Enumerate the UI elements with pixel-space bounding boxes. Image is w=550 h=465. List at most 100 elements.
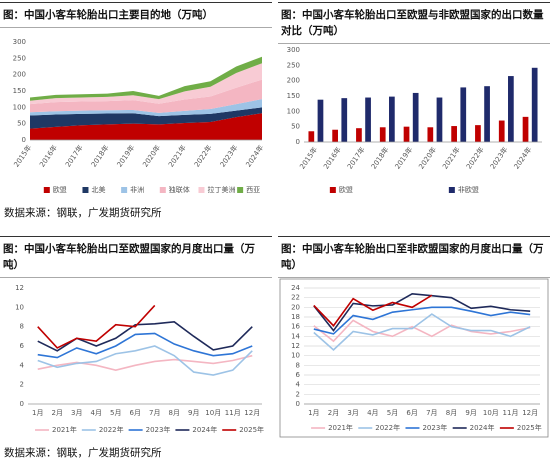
legend-label: 2023年 xyxy=(146,425,171,434)
bar xyxy=(317,99,324,142)
area xyxy=(30,107,262,129)
legend-swatch xyxy=(448,187,455,193)
bar xyxy=(427,127,434,142)
y-tick-label: 20 xyxy=(291,303,300,311)
y-tick-label: 250 xyxy=(287,61,300,69)
x-tick-label: 4月 xyxy=(367,409,378,417)
y-tick-label: 22 xyxy=(291,294,300,302)
y-tick-label: 250 xyxy=(13,54,26,62)
legend-label: 非洲 xyxy=(130,185,144,194)
x-tick-label: 9月 xyxy=(465,409,476,417)
line xyxy=(313,306,531,335)
x-tick-label: 2024年 xyxy=(244,143,266,169)
legend-label: 欧盟 xyxy=(53,185,67,194)
legend-label: 2025年 xyxy=(517,423,542,432)
legend-swatch xyxy=(43,187,50,193)
bar xyxy=(341,98,348,142)
bar xyxy=(412,92,419,142)
x-tick-label: 2017年 xyxy=(63,143,85,169)
legend-swatch xyxy=(159,187,166,193)
y-tick-label: 2 xyxy=(20,381,24,389)
x-tick-label: 2015年 xyxy=(12,143,34,169)
legend-label: 2025年 xyxy=(239,425,264,434)
bar xyxy=(365,97,371,142)
chart: 0 2 4 6 8 10 12 1月 2月 3月 4月 5月 6月 7月 8月 9月 10月 11月 12月 2021… xyxy=(15,284,264,434)
line xyxy=(313,292,531,332)
line xyxy=(313,319,531,343)
x-tick-label: 11月 xyxy=(503,409,519,417)
x-tick-label: 4月 xyxy=(91,409,102,417)
legend-label: 2024年 xyxy=(192,425,217,434)
x-tick-label: 7月 xyxy=(426,409,437,417)
y-tick-label: 4 xyxy=(296,381,301,389)
legend-swatch xyxy=(329,187,336,193)
line xyxy=(37,345,253,376)
y-tick-label: 12 xyxy=(15,284,24,292)
y-tick-label: 0 xyxy=(296,138,300,146)
y-tick-label: 200 xyxy=(287,77,300,85)
x-tick-label: 2021年 xyxy=(440,145,462,171)
area xyxy=(30,63,262,105)
bar xyxy=(332,129,338,142)
x-tick-label: 2月 xyxy=(52,409,63,417)
bar xyxy=(484,86,490,142)
line xyxy=(313,294,433,327)
area xyxy=(30,56,262,101)
legend-label: 2021年 xyxy=(52,425,77,434)
bar xyxy=(522,116,529,142)
source-note: 数据来源：钢联，广发期货研究所 xyxy=(4,447,162,459)
y-tick-label: 8 xyxy=(20,323,24,331)
line xyxy=(37,321,253,352)
line xyxy=(37,304,156,349)
line xyxy=(37,354,253,371)
bar xyxy=(356,128,362,142)
legend-label: 欧盟 xyxy=(339,185,353,194)
legend-swatch xyxy=(82,187,89,193)
x-tick-label: 2月 xyxy=(328,409,339,417)
x-tick-label: 2016年 xyxy=(321,145,343,171)
x-tick-label: 5月 xyxy=(110,409,121,417)
x-tick-label: 8月 xyxy=(169,409,180,417)
legend-label: 2022年 xyxy=(99,425,124,434)
y-tick-label: 8 xyxy=(296,361,300,369)
y-tick-label: 18 xyxy=(291,313,300,321)
legend-swatch xyxy=(237,187,244,193)
x-tick-label: 3月 xyxy=(71,409,82,417)
y-tick-label: 50 xyxy=(17,120,26,128)
x-tick-label: 2022年 xyxy=(192,143,214,169)
x-tick-label: 2017年 xyxy=(345,145,367,171)
line xyxy=(313,313,531,351)
area xyxy=(30,79,262,113)
chart-frame xyxy=(279,278,549,438)
line xyxy=(37,332,253,359)
legend-label: 2024年 xyxy=(470,423,495,432)
legend-label: 2022年 xyxy=(375,423,400,432)
y-tick-label: 0 xyxy=(20,400,24,408)
x-tick-label: 5月 xyxy=(387,409,398,417)
bar xyxy=(403,126,410,142)
x-tick-label: 12月 xyxy=(244,409,260,417)
x-tick-label: 2020年 xyxy=(141,143,163,169)
legend-swatch xyxy=(198,187,205,193)
x-tick-label: 12月 xyxy=(522,409,538,417)
x-tick-label: 2018年 xyxy=(89,143,111,169)
y-tick-label: 300 xyxy=(287,46,300,54)
y-tick-label: 14 xyxy=(291,332,300,340)
y-tick-label: 24 xyxy=(291,284,300,292)
x-tick-label: 2019年 xyxy=(393,145,415,171)
y-tick-label: 50 xyxy=(291,123,300,131)
x-tick-label: 2023年 xyxy=(488,145,510,171)
x-tick-label: 2018年 xyxy=(369,145,391,171)
y-tick-label: 100 xyxy=(287,107,300,115)
x-tick-label: 2019年 xyxy=(115,143,137,169)
y-tick-label: 10 xyxy=(15,303,24,311)
x-tick-label: 2022年 xyxy=(464,145,486,171)
x-tick-label: 11月 xyxy=(225,409,241,417)
bar xyxy=(308,131,315,142)
y-tick-label: 150 xyxy=(287,92,300,100)
chart-title: 图：中国小客车轮胎出口至欧盟与非欧盟国家的出口数量对比（万吨） xyxy=(278,2,550,44)
